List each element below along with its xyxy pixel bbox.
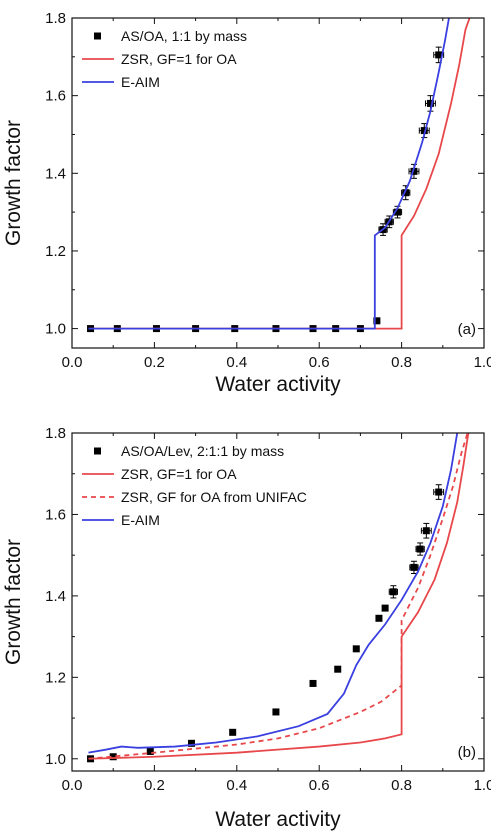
panel-a-x-tick-label: 1.0 <box>474 354 491 371</box>
panel-b-group: 0.0 0.2 0.4 0.6 0.8 1.0 1.0 1.2 1.4 1.6 1.8 Water a… <box>2 425 491 831</box>
panel-b-x-tick-label: 0.0 <box>62 777 83 794</box>
panel-a-frame <box>71 17 485 349</box>
panel-a-x-tick-label: 0.6 <box>309 354 330 371</box>
panel-b-x-tick-label: 0.4 <box>226 777 247 794</box>
panel-b-legend-label: ZSR, GF for OA from UNIFAC <box>121 489 307 505</box>
panel-b-data-point <box>435 488 443 496</box>
panel-b-y-tick-label: 1.6 <box>45 506 66 523</box>
panel-b-data-point <box>352 645 360 653</box>
panel-a-legend: AS/OA, 1:1 by mass ZSR, GF=1 for OA E-AIM <box>82 28 247 90</box>
panel-a-x-tick-label: 0.2 <box>144 354 165 371</box>
panel-a-y-tick-label: 1.0 <box>45 321 66 338</box>
panel-b-data-point <box>375 614 383 622</box>
panel-b-series-line-3 <box>88 433 459 754</box>
panel-a-panel-tag: (a) <box>458 321 476 338</box>
panel-b-legend: AS/OA/Lev, 2:1:1 by mass ZSR, GF=1 for OA… <box>82 443 307 528</box>
panel-b-data-point <box>389 588 397 596</box>
panel-a-y-tick-label: 1.2 <box>45 243 66 260</box>
panel-b-data-point <box>146 747 154 755</box>
panel-b-x-tick-label: 0.6 <box>309 777 330 794</box>
panel-b-y-tick-label: 1.0 <box>45 751 66 768</box>
panel-b-legend-label: E-AIM <box>121 512 160 528</box>
panel-b-data-point <box>309 679 317 687</box>
panel-b-panel-tag: (b) <box>458 744 476 761</box>
panel-a-data-point <box>420 127 428 135</box>
panel-b-data-point <box>187 739 195 747</box>
panel-b-legend-label: ZSR, GF=1 for OA <box>121 466 237 482</box>
panel-a-series-line-2 <box>88 18 450 330</box>
panel-b-y-axis-title: Growth factor <box>2 539 25 665</box>
panel-a-y-tick-label: 1.6 <box>45 88 66 105</box>
panel-a-x-tick-label: 0.4 <box>226 354 247 371</box>
panel-a-legend-label: ZSR, GF=1 for OA <box>121 51 237 67</box>
panel-b-x-axis-title: Water activity <box>215 808 341 831</box>
panel-b-y-tick-label: 1.2 <box>45 669 66 686</box>
panel-b-legend-label: AS/OA/Lev, 2:1:1 by mass <box>121 443 284 459</box>
panel-a-plot-area <box>87 18 471 333</box>
panel-a-y-tick-label: 1.4 <box>45 165 66 182</box>
panel-a-y-tick-label: 1.8 <box>45 10 66 27</box>
panel-a-y-axis-title: Growth factor <box>2 120 25 246</box>
panel-a-data-point <box>410 167 418 175</box>
panel-b-data-point <box>334 665 342 673</box>
panel-b-y-tick-label: 1.4 <box>45 588 66 605</box>
panel-b-legend-marker <box>94 447 101 455</box>
panel-a-legend-label: E-AIM <box>121 74 160 90</box>
panel-b-data-point <box>410 563 418 571</box>
panel-b-data-point <box>422 527 430 535</box>
panel-b-data-point <box>272 708 280 716</box>
panel-b-x-tick-label: 0.2 <box>144 777 165 794</box>
panel-a-x-axis-title: Water activity <box>215 373 341 396</box>
panel-b-data-point <box>416 545 424 553</box>
panel-a-group: 0.0 0.2 0.4 0.6 0.8 1.0 1.0 1.2 1.4 1.6 1.8 Water a… <box>2 10 491 396</box>
panel-a-data-point <box>373 317 381 325</box>
panel-a-series-line-1 <box>88 18 471 330</box>
panel-a-data-point <box>435 51 443 59</box>
panel-b-data-point <box>381 604 389 612</box>
panel-a-legend-marker <box>94 32 101 40</box>
panel-a-data-point <box>426 99 434 107</box>
panel-b-x-tick-label: 0.8 <box>391 777 412 794</box>
panel-b-data-point <box>109 753 117 761</box>
panel-b-plot-area <box>87 433 470 763</box>
panel-b-x-tick-label: 1.0 <box>474 777 491 794</box>
panel-b-y-tick-label: 1.8 <box>45 425 66 442</box>
panel-b-data-point <box>229 728 237 736</box>
panel-a-data-point <box>393 208 401 216</box>
panel-a-x-tick-label: 0.0 <box>62 354 83 371</box>
panel-b-frame <box>71 432 485 772</box>
panel-a-data-point <box>402 189 410 197</box>
panel-b-series-line-2 <box>88 433 469 760</box>
panel-a-x-tick-label: 0.8 <box>391 354 412 371</box>
panel-a-legend-label: AS/OA, 1:1 by mass <box>121 28 247 44</box>
